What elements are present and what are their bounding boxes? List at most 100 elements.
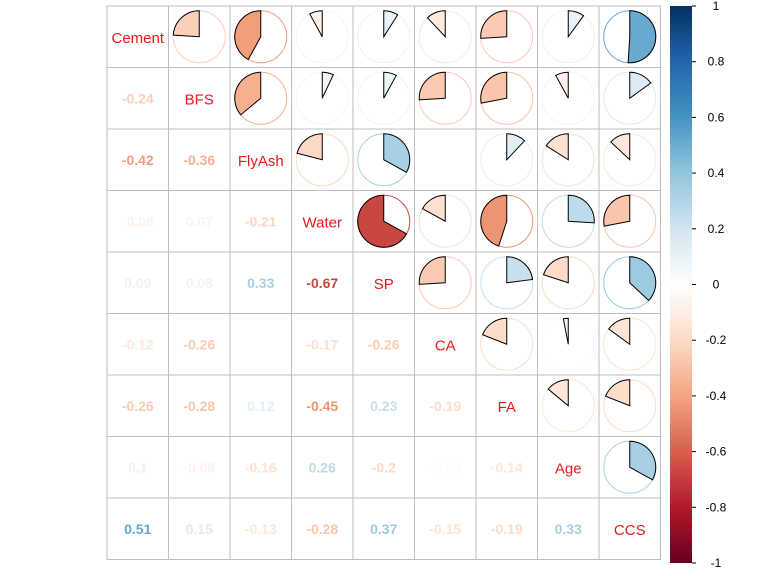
pie-slice xyxy=(309,10,323,37)
correlation-value: 0.1 xyxy=(128,459,148,475)
correlation-value: -0.45 xyxy=(306,398,338,414)
colorbar-tick-label: -0.6 xyxy=(706,445,727,459)
correlation-value: 0.07 xyxy=(186,213,213,229)
colorbar xyxy=(670,6,692,563)
pie-slice xyxy=(480,194,508,247)
pie-slice xyxy=(296,133,323,161)
pie-slice xyxy=(480,10,508,39)
correlation-value: 0.09 xyxy=(124,275,151,291)
pie-slice xyxy=(481,317,508,345)
pie-slice xyxy=(567,10,585,39)
correlation-value: -0.17 xyxy=(306,336,338,352)
pie-slice xyxy=(321,71,334,99)
pie-mark xyxy=(541,317,595,371)
pie-mark xyxy=(541,194,595,248)
pie-slice xyxy=(383,10,399,39)
correlation-value: 0.08 xyxy=(186,275,213,291)
correlation-value: -0.12 xyxy=(122,336,154,352)
colorbar-tick-label: 0.4 xyxy=(708,166,725,180)
pie-mark xyxy=(603,256,657,310)
correlation-value: -0.15 xyxy=(429,521,461,537)
variable-label: CA xyxy=(435,337,456,354)
pie-mark xyxy=(357,71,411,125)
pie-mark xyxy=(418,256,472,310)
colorbar-tick-label: -0.2 xyxy=(706,333,727,347)
correlation-value: -0.26 xyxy=(122,398,154,414)
pie-slice xyxy=(542,256,569,284)
pie-mark xyxy=(234,71,288,125)
pie-mark xyxy=(603,440,657,494)
pie-mark xyxy=(541,10,595,64)
pie-slice xyxy=(555,71,569,99)
pie-slice xyxy=(562,317,569,345)
variable-label: FA xyxy=(498,399,516,416)
pie-mark xyxy=(603,194,657,248)
correlation-value: 0.37 xyxy=(370,521,397,537)
pie-slice xyxy=(608,317,631,346)
correlation-value: -0.42 xyxy=(122,152,154,168)
correlation-value: -0.21 xyxy=(245,213,277,229)
pie-mark xyxy=(418,133,472,187)
colorbar-tick-label: 0.2 xyxy=(708,222,725,236)
correlation-value: -0.36 xyxy=(183,152,215,168)
pie-mark xyxy=(603,10,657,64)
pie-slice xyxy=(629,256,657,302)
correlation-value: -0.28 xyxy=(183,398,215,414)
correlation-value: 0.15 xyxy=(186,521,213,537)
pie-slice xyxy=(603,194,631,227)
variable-label: Water xyxy=(303,214,342,231)
pie-mark xyxy=(295,71,349,125)
variable-label: CCS xyxy=(614,522,646,539)
pie-slice xyxy=(547,379,569,407)
colorbar-tick-label: -0.8 xyxy=(706,500,727,514)
grid-cell xyxy=(414,128,477,191)
correlation-value: 0.23 xyxy=(370,398,397,414)
correlation-value: -0.2 xyxy=(372,459,396,475)
colorbar-tick-label: 1 xyxy=(713,0,720,13)
pie-mark xyxy=(357,10,411,64)
pie-mark xyxy=(295,133,349,187)
correlation-value: 0.51 xyxy=(124,521,151,537)
pie-mark xyxy=(418,10,472,64)
grid-cell xyxy=(598,497,661,560)
pie-mark xyxy=(541,133,595,187)
correlation-value: 0.33 xyxy=(555,521,582,537)
correlation-value: 0.33 xyxy=(247,275,274,291)
pie-slice xyxy=(506,133,526,162)
variable-label: BFS xyxy=(185,91,214,108)
pie-mark xyxy=(295,10,349,64)
pie-slice xyxy=(480,71,508,104)
pie-slice xyxy=(629,71,652,100)
pie-slice xyxy=(629,440,657,481)
pie-mark xyxy=(418,194,472,248)
colorbar-tick-label: 0.6 xyxy=(708,110,725,124)
correlation-value: -0.28 xyxy=(306,521,338,537)
variable-label: Cement xyxy=(111,30,164,47)
correlation-value: -0.19 xyxy=(429,398,461,414)
pie-slice xyxy=(610,133,631,161)
pie-mark xyxy=(357,133,411,187)
correlation-value: -0.03 xyxy=(429,459,461,475)
pie-slice xyxy=(545,133,569,161)
correlation-value: 0.12 xyxy=(247,398,274,414)
correlation-value: -0.26 xyxy=(183,336,215,352)
pie-slice xyxy=(234,71,262,116)
correlation-value: -0.19 xyxy=(491,521,523,537)
pie-slice xyxy=(357,194,408,248)
correlation-value: -0.24 xyxy=(122,90,154,106)
pie-mark xyxy=(480,71,534,125)
correlation-value: -0.26 xyxy=(368,336,400,352)
grid-cell xyxy=(229,313,292,376)
pie-slice xyxy=(234,10,262,61)
colorbar-tick-label: -0.4 xyxy=(706,389,727,403)
pie-mark xyxy=(541,379,595,433)
correlation-value: -0.08 xyxy=(122,213,154,229)
pie-mark xyxy=(172,10,226,64)
pie-mark xyxy=(480,194,534,248)
pie-outline xyxy=(418,133,472,187)
pie-mark xyxy=(480,10,534,64)
colorbar-tick-label: 0 xyxy=(713,278,720,292)
pie-slice xyxy=(383,71,397,99)
correlation-value: -0.14 xyxy=(491,459,523,475)
pie-mark xyxy=(603,71,657,125)
